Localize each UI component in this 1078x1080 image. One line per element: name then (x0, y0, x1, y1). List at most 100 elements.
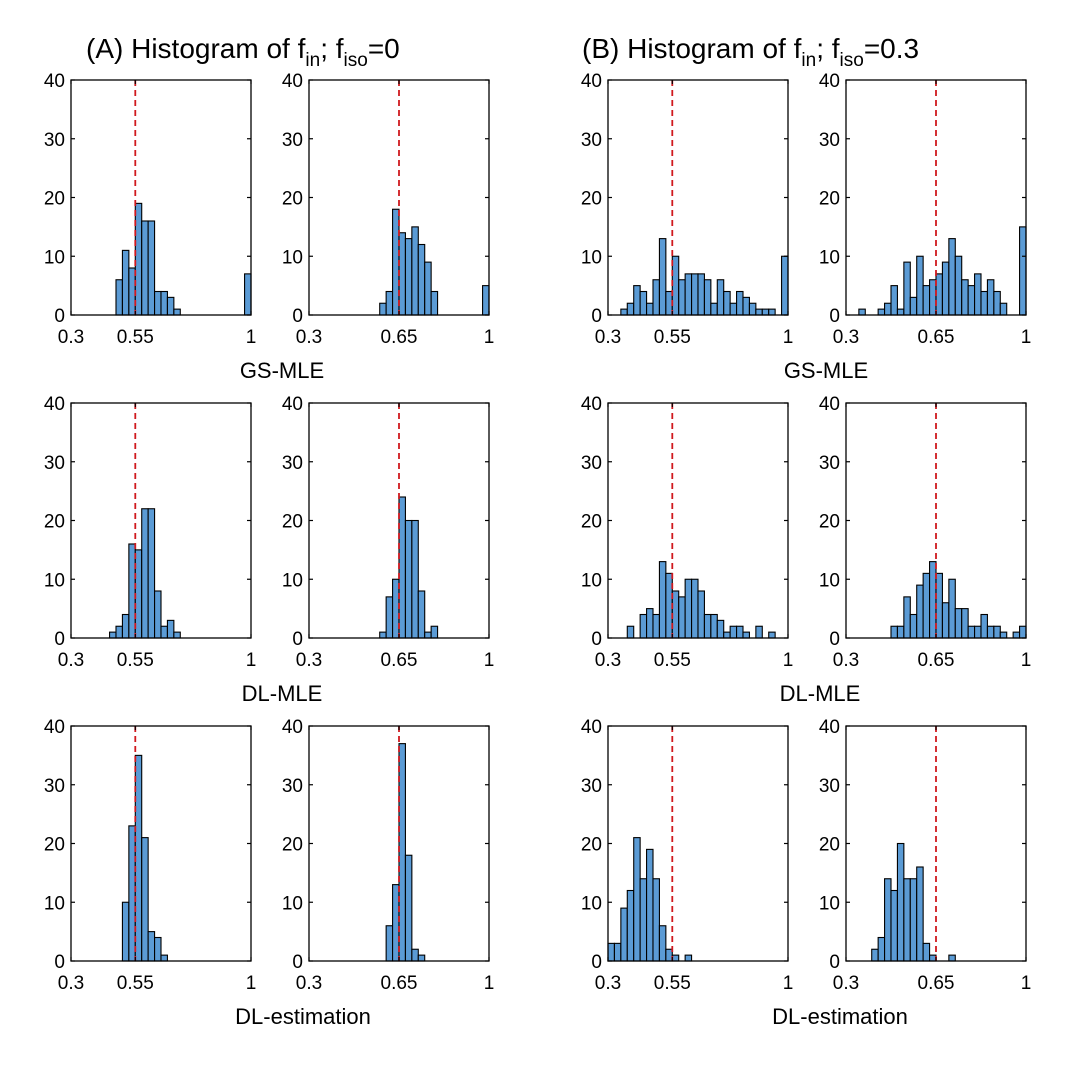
histogram-B-GS-MLE-fin055: 0 10 20 30 40 0.3 0.55 1 (581, 71, 793, 348)
x-tick-label: 1 (783, 650, 794, 671)
y-tick-label: 0 (591, 952, 602, 973)
x-tick-label: 1 (783, 973, 794, 994)
row-label-dl-mle-a: DL-MLE (242, 681, 323, 706)
histogram-bar (781, 255, 789, 316)
x-tick-label: 0.65 (381, 973, 418, 994)
histogram-bar (980, 290, 988, 316)
histogram-bar (639, 878, 648, 962)
y-tick-label: 20 (282, 189, 303, 210)
row-label-gs-mle-a: GS-MLE (240, 358, 324, 383)
histogram-bar (147, 508, 156, 639)
x-tick-label: 0.65 (918, 650, 955, 671)
histogram-bar (922, 285, 931, 316)
histogram-bar (929, 954, 937, 962)
histogram-B-DL-estimation-fin065: 0 10 20 30 40 0.3 0.65 1 (819, 717, 1031, 994)
histogram-bar (999, 302, 1008, 316)
y-tick-label: 10 (282, 247, 303, 268)
y-tick-label: 20 (44, 512, 65, 533)
y-tick-label: 30 (44, 130, 65, 151)
histogram-bar (974, 273, 982, 316)
histogram-bar (385, 290, 394, 316)
y-tick-label: 30 (819, 130, 840, 151)
y-tick-label: 10 (819, 570, 840, 591)
y-tick-label: 40 (44, 71, 65, 92)
y-tick-label: 30 (44, 453, 65, 474)
histogram-bar (755, 625, 763, 639)
histogram-bar (385, 925, 394, 962)
histogram-bar (398, 743, 406, 962)
histogram-bar (884, 878, 892, 962)
histogram-bar (430, 290, 439, 316)
panel-a-title-mid: ; f (320, 33, 344, 64)
histogram-bar (134, 202, 143, 316)
histogram-bar (909, 878, 918, 962)
histogram-bar (392, 578, 400, 639)
histogram-bar (411, 948, 419, 962)
y-tick-label: 20 (819, 835, 840, 856)
y-tick-label: 40 (44, 394, 65, 415)
histogram-bar (922, 572, 931, 639)
y-tick-label: 10 (282, 570, 303, 591)
y-tick-label: 0 (829, 306, 840, 327)
x-tick-label: 0.3 (833, 973, 859, 994)
histogram-bar (742, 631, 750, 639)
histogram-bar (392, 884, 400, 962)
histogram-bar (173, 308, 181, 316)
x-tick-label: 1 (484, 973, 495, 994)
histogram-bar (929, 561, 937, 639)
histogram-bar (626, 302, 635, 316)
y-tick-label: 40 (282, 71, 303, 92)
y-tick-label: 10 (44, 247, 65, 268)
x-tick-label: 1 (246, 650, 257, 671)
histogram-bar (417, 243, 426, 316)
y-tick-label: 0 (591, 306, 602, 327)
x-tick-label: 1 (1021, 327, 1032, 348)
histogram-bar (109, 631, 117, 639)
histogram-bar (430, 625, 439, 639)
histogram-bar (141, 220, 149, 316)
y-tick-label: 40 (282, 717, 303, 738)
histogram-bar (424, 631, 432, 639)
histogram-bar (691, 578, 699, 639)
histogram-bar (736, 625, 744, 639)
y-tick-label: 10 (44, 570, 65, 591)
histogram-bar (626, 889, 635, 962)
histogram-bar (404, 519, 413, 639)
histogram-bar (890, 889, 898, 962)
histogram-bar (671, 590, 680, 639)
histogram-bar (768, 308, 776, 316)
histogram-bar (916, 866, 924, 962)
panel-b-title: (B) Histogram of fin; fiso=0.3 (582, 33, 919, 71)
histogram-bar (678, 279, 686, 316)
y-tick-label: 40 (282, 394, 303, 415)
histogram-bar (160, 290, 168, 316)
histogram-bar (134, 549, 143, 639)
x-tick-label: 1 (1021, 973, 1032, 994)
histogram-bar (703, 279, 712, 316)
panel-b-title-suffix: =0.3 (864, 33, 919, 64)
histogram-bar (974, 625, 982, 639)
histogram-B-GS-MLE-fin065: 0 10 20 30 40 0.3 0.65 1 (819, 71, 1031, 348)
x-tick-label: 0.55 (654, 650, 691, 671)
histogram-bar (755, 308, 763, 316)
x-tick-label: 0.55 (654, 973, 691, 994)
histogram-bar (404, 854, 413, 962)
panel-a-title: (A) Histogram of fin; fiso=0 (86, 33, 400, 71)
histogram-bar (761, 308, 770, 316)
histogram-A-DL-MLE-fin055: 0 10 20 30 40 0.3 0.55 1 (44, 394, 256, 671)
y-tick-label: 20 (819, 189, 840, 210)
histogram-bar (736, 290, 744, 316)
histogram-bar (658, 925, 667, 962)
panel-a-title-prefix: (A) Histogram of f (86, 33, 306, 64)
y-tick-label: 30 (282, 776, 303, 797)
histogram-bar (607, 942, 615, 962)
y-tick-label: 0 (54, 306, 65, 327)
histogram-bar (858, 308, 866, 316)
x-tick-label: 1 (484, 650, 495, 671)
x-tick-label: 1 (1021, 650, 1032, 671)
y-tick-label: 0 (829, 629, 840, 650)
y-tick-label: 0 (54, 952, 65, 973)
histogram-bar (665, 290, 673, 316)
histogram-bar (710, 302, 718, 316)
y-tick-label: 30 (282, 130, 303, 151)
